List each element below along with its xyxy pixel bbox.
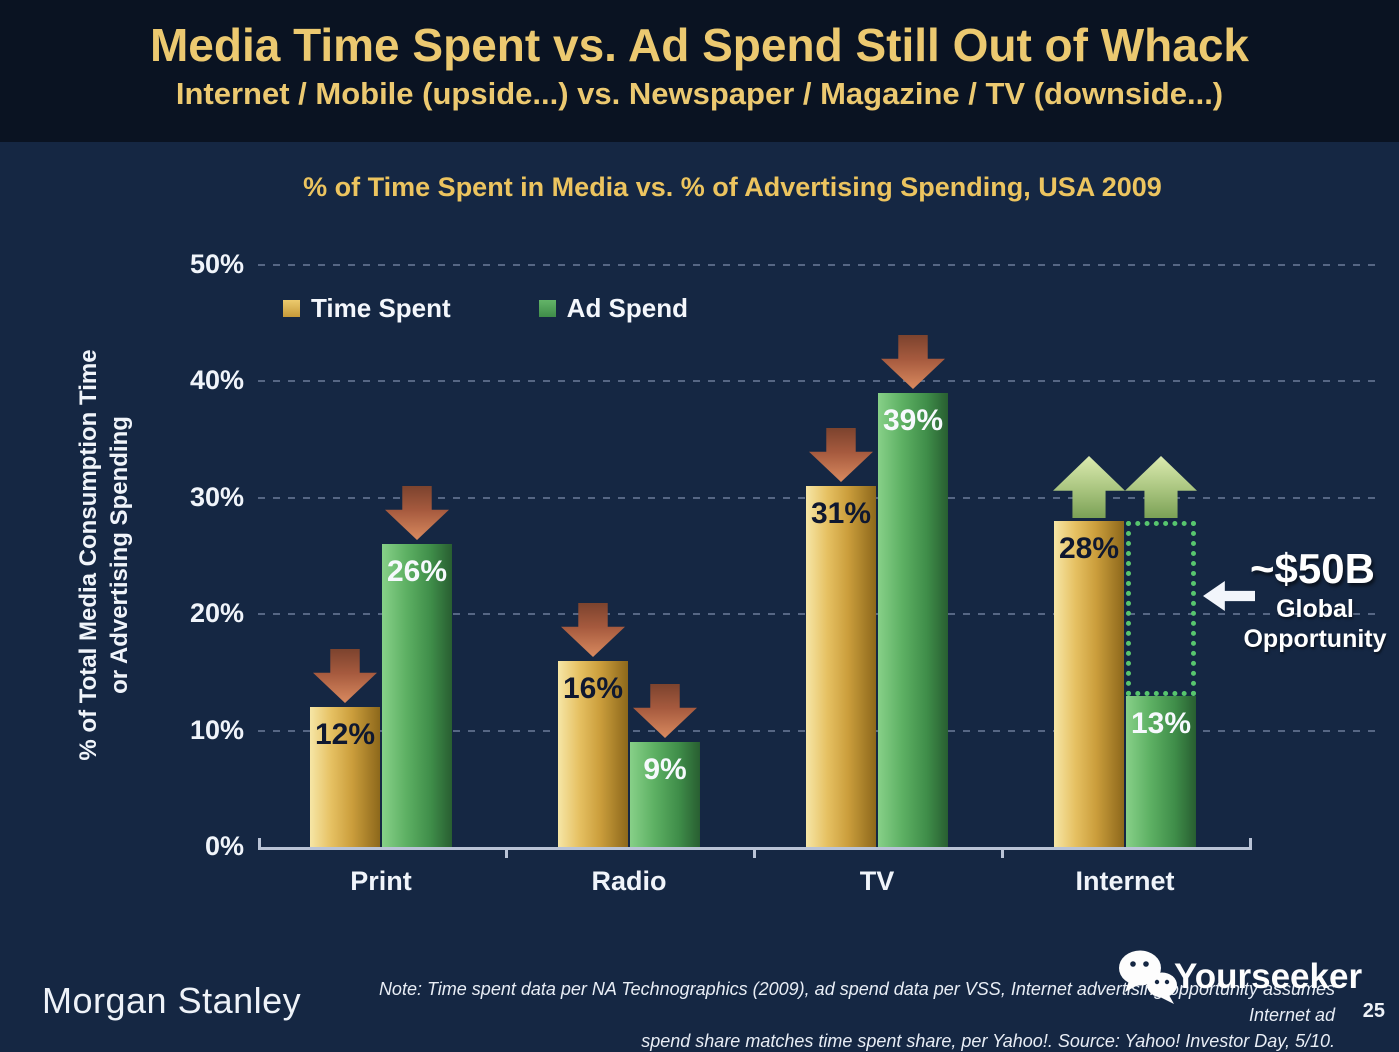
- bar-value-label-radio-time-spent: 16%: [562, 672, 624, 705]
- trend-down-arrow-icon: [561, 603, 625, 657]
- opportunity-label-line1: Global: [1276, 595, 1354, 623]
- page-number: 25: [1362, 1000, 1385, 1022]
- trend-down-arrow-icon: [385, 486, 449, 540]
- gridline-40%: [258, 380, 1382, 382]
- y-tick-10%: 10%: [189, 715, 244, 745]
- y-tick-20%: 20%: [189, 598, 244, 628]
- bar-radio-time-spent: [558, 661, 628, 847]
- opportunity-label-line2: Opportunity: [1243, 625, 1387, 653]
- bar-print-ad-spend: [382, 544, 452, 847]
- y-tick-50%: 50%: [189, 249, 244, 279]
- trend-up-arrow-icon: [1053, 456, 1125, 518]
- x-category-label-print: Print: [350, 866, 412, 896]
- morgan-stanley-logo: Morgan Stanley: [42, 980, 302, 1021]
- watermark: Yourseeker: [1114, 948, 1362, 1006]
- bar-value-label-internet-time-spent: 28%: [1058, 532, 1120, 565]
- legend-swatch-time-spent-icon: [283, 300, 300, 317]
- y-tick-0%: 0%: [204, 831, 244, 861]
- bar-internet-ad-spend: [1126, 696, 1196, 847]
- bar-internet-time-spent: [1054, 521, 1124, 847]
- legend-swatch-ad-spend-icon: [538, 300, 556, 317]
- x-axis-divider-tick: [753, 850, 756, 858]
- x-category-label-radio: Radio: [591, 866, 667, 896]
- bar-radio-ad-spend: [630, 742, 700, 847]
- legend: Time Spent Ad Spend: [283, 293, 688, 324]
- bar-value-label-print-ad-spend: 26%: [386, 555, 448, 588]
- bar-value-label-tv-time-spent: 31%: [810, 497, 872, 530]
- bar-value-label-internet-ad-spend: 13%: [1130, 707, 1192, 740]
- bar-value-label-radio-ad-spend: 9%: [643, 753, 687, 786]
- bar-value-label-print-time-spent: 12%: [314, 718, 376, 751]
- source-note-line1: Note: Time spent data per NA Technograph…: [378, 979, 1335, 1025]
- bar-tv-ad-spend: [878, 393, 948, 847]
- source-note-line2: spend share matches time spent share, pe…: [641, 1031, 1335, 1051]
- trend-down-arrow-icon: [809, 428, 873, 482]
- x-category-label-tv: TV: [859, 866, 895, 896]
- bar-print-time-spent: [310, 707, 380, 847]
- x-category-label-internet: Internet: [1075, 866, 1175, 896]
- legend-label-time-spent: Time Spent: [311, 293, 451, 323]
- watermark-text: Yourseeker: [1174, 957, 1363, 996]
- x-axis-end-tick: [1249, 838, 1252, 847]
- gridline-50%: [258, 264, 1382, 266]
- slide-title: Media Time Spent vs. Ad Spend Still Out …: [149, 19, 1250, 71]
- bar-value-label-tv-ad-spend: 39%: [882, 404, 944, 437]
- y-tick-30%: 30%: [189, 482, 244, 512]
- trend-down-arrow-icon: [313, 649, 377, 703]
- source-note: Note: Time spent data per NA Technograph…: [325, 976, 1335, 1052]
- chart-title: % of Time Spent in Media vs. % of Advert…: [303, 172, 1162, 202]
- opportunity-value: ~$50B: [1250, 545, 1375, 592]
- y-tick-40%: 40%: [189, 365, 244, 395]
- slide-subtitle: Internet / Mobile (upside...) vs. Newspa…: [175, 76, 1224, 111]
- wechat-icon: [1119, 950, 1177, 1004]
- opportunity-dotted-box: [1126, 521, 1196, 696]
- x-axis-line: [258, 847, 1252, 850]
- legend-label-ad-spend: Ad Spend: [566, 293, 689, 323]
- x-axis-divider-tick: [505, 850, 508, 858]
- trend-up-arrow-icon: [1125, 456, 1197, 518]
- x-axis-end-tick: [258, 838, 261, 847]
- y-axis-title-line2: or Advertising Spending: [106, 416, 133, 694]
- bar-tv-time-spent: [806, 486, 876, 847]
- slide-header: Media Time Spent vs. Ad Spend Still Out …: [0, 0, 1399, 142]
- y-axis-title-line1: % of Total Media Consumption Time: [75, 349, 102, 761]
- y-axis-title: % of Total Media Consumption Time or Adv…: [73, 330, 137, 780]
- x-axis-divider-tick: [1001, 850, 1004, 858]
